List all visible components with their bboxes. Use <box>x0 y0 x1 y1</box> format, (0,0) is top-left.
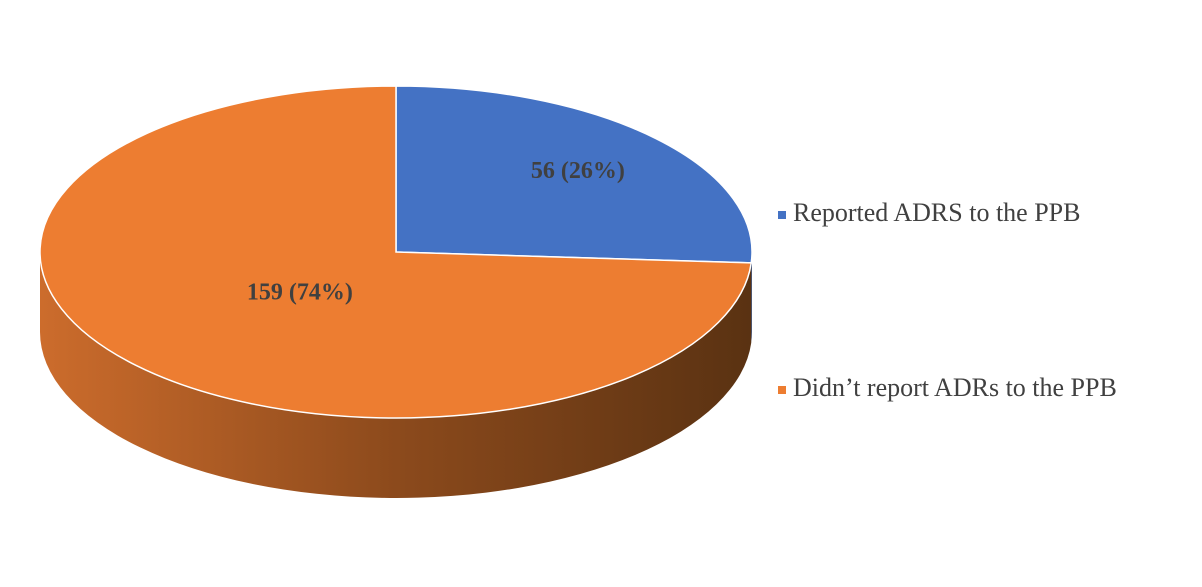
data-label: 159 (74%) <box>247 279 353 305</box>
legend-swatch <box>778 211 786 219</box>
pie-slice <box>395 85 753 264</box>
pie-side <box>40 252 752 498</box>
pie-slice <box>39 85 753 419</box>
legend-label: Didn’t report ADRs to the PPB <box>793 373 1117 402</box>
legend-label: Reported ADRS to the PPB <box>793 198 1080 227</box>
pie-side <box>751 252 752 343</box>
data-label: 56 (26%) <box>531 158 625 184</box>
legend-swatch <box>778 386 786 394</box>
